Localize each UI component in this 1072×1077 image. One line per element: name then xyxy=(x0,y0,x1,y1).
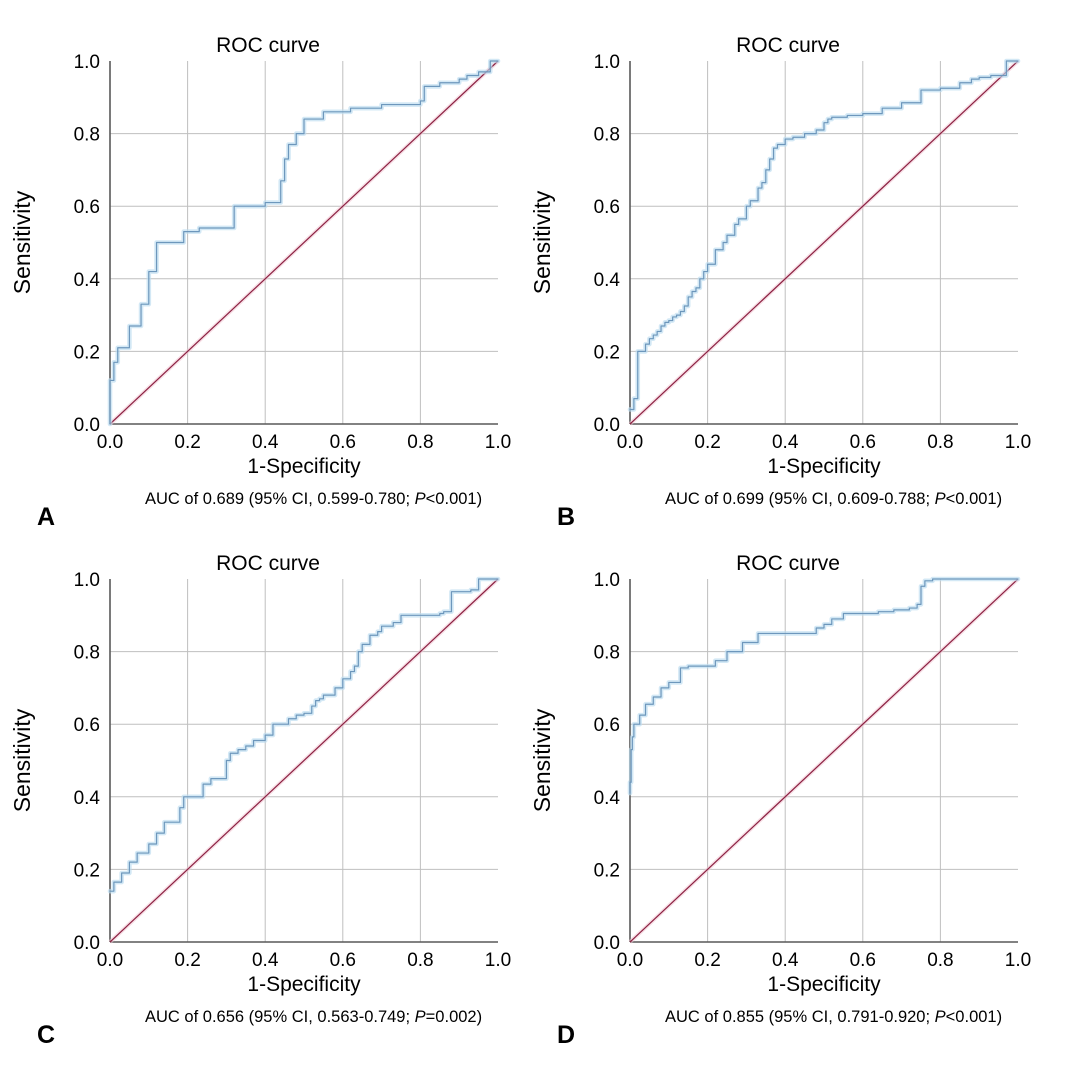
svg-text:1-Specificity: 1-Specificity xyxy=(767,455,881,478)
svg-text:Sensitivity: Sensitivity xyxy=(529,190,555,294)
svg-text:Sensitivity: Sensitivity xyxy=(9,190,35,294)
svg-text:1.0: 1.0 xyxy=(1005,432,1031,453)
svg-text:1-Specificity: 1-Specificity xyxy=(767,973,881,996)
svg-text:0.6: 0.6 xyxy=(74,715,100,736)
svg-text:0.8: 0.8 xyxy=(407,432,433,453)
svg-text:0.8: 0.8 xyxy=(74,643,100,664)
svg-text:1-Specificity: 1-Specificity xyxy=(247,455,361,478)
svg-text:0.0: 0.0 xyxy=(74,415,100,436)
svg-text:ROC curve: ROC curve xyxy=(736,34,840,57)
svg-text:0.0: 0.0 xyxy=(594,933,620,954)
svg-text:Sensitivity: Sensitivity xyxy=(529,708,555,812)
svg-text:0.4: 0.4 xyxy=(772,950,799,971)
svg-text:1.0: 1.0 xyxy=(74,52,100,73)
svg-text:0.6: 0.6 xyxy=(850,950,876,971)
svg-text:0.8: 0.8 xyxy=(594,125,620,146)
svg-text:1.0: 1.0 xyxy=(1005,950,1031,971)
svg-text:0.2: 0.2 xyxy=(594,342,620,363)
svg-text:0.6: 0.6 xyxy=(594,715,620,736)
svg-text:0.2: 0.2 xyxy=(174,950,200,971)
svg-text:0.0: 0.0 xyxy=(617,432,643,453)
svg-text:0.2: 0.2 xyxy=(694,432,720,453)
svg-text:ROC curve: ROC curve xyxy=(216,34,320,57)
svg-text:1.0: 1.0 xyxy=(594,570,620,591)
svg-text:ROC curve: ROC curve xyxy=(736,552,840,575)
svg-text:0.6: 0.6 xyxy=(74,197,100,218)
svg-text:0.8: 0.8 xyxy=(407,950,433,971)
svg-text:0.4: 0.4 xyxy=(74,270,101,291)
svg-text:0.0: 0.0 xyxy=(97,950,123,971)
svg-text:0.2: 0.2 xyxy=(74,860,100,881)
svg-text:0.2: 0.2 xyxy=(74,342,100,363)
svg-text:0.0: 0.0 xyxy=(74,933,100,954)
svg-text:0.6: 0.6 xyxy=(330,950,356,971)
svg-text:0.4: 0.4 xyxy=(252,950,279,971)
svg-text:0.8: 0.8 xyxy=(927,432,953,453)
svg-text:0.4: 0.4 xyxy=(74,788,101,809)
svg-text:0.0: 0.0 xyxy=(617,950,643,971)
svg-text:1.0: 1.0 xyxy=(74,570,100,591)
svg-text:1-Specificity: 1-Specificity xyxy=(247,973,361,996)
svg-text:0.6: 0.6 xyxy=(330,432,356,453)
svg-text:0.4: 0.4 xyxy=(252,432,279,453)
svg-text:0.4: 0.4 xyxy=(772,432,799,453)
svg-text:Sensitivity: Sensitivity xyxy=(9,708,35,812)
svg-text:0.8: 0.8 xyxy=(74,125,100,146)
svg-text:0.4: 0.4 xyxy=(594,270,621,291)
svg-text:0.2: 0.2 xyxy=(174,432,200,453)
svg-text:0.2: 0.2 xyxy=(594,860,620,881)
svg-text:0.4: 0.4 xyxy=(594,788,621,809)
svg-text:ROC curve: ROC curve xyxy=(216,552,320,575)
svg-text:0.6: 0.6 xyxy=(850,432,876,453)
svg-text:0.2: 0.2 xyxy=(694,950,720,971)
svg-text:1.0: 1.0 xyxy=(485,950,511,971)
svg-text:0.0: 0.0 xyxy=(97,432,123,453)
svg-text:0.8: 0.8 xyxy=(927,950,953,971)
svg-text:0.0: 0.0 xyxy=(594,415,620,436)
svg-text:0.8: 0.8 xyxy=(594,643,620,664)
svg-text:1.0: 1.0 xyxy=(594,52,620,73)
svg-text:1.0: 1.0 xyxy=(485,432,511,453)
svg-text:0.6: 0.6 xyxy=(594,197,620,218)
